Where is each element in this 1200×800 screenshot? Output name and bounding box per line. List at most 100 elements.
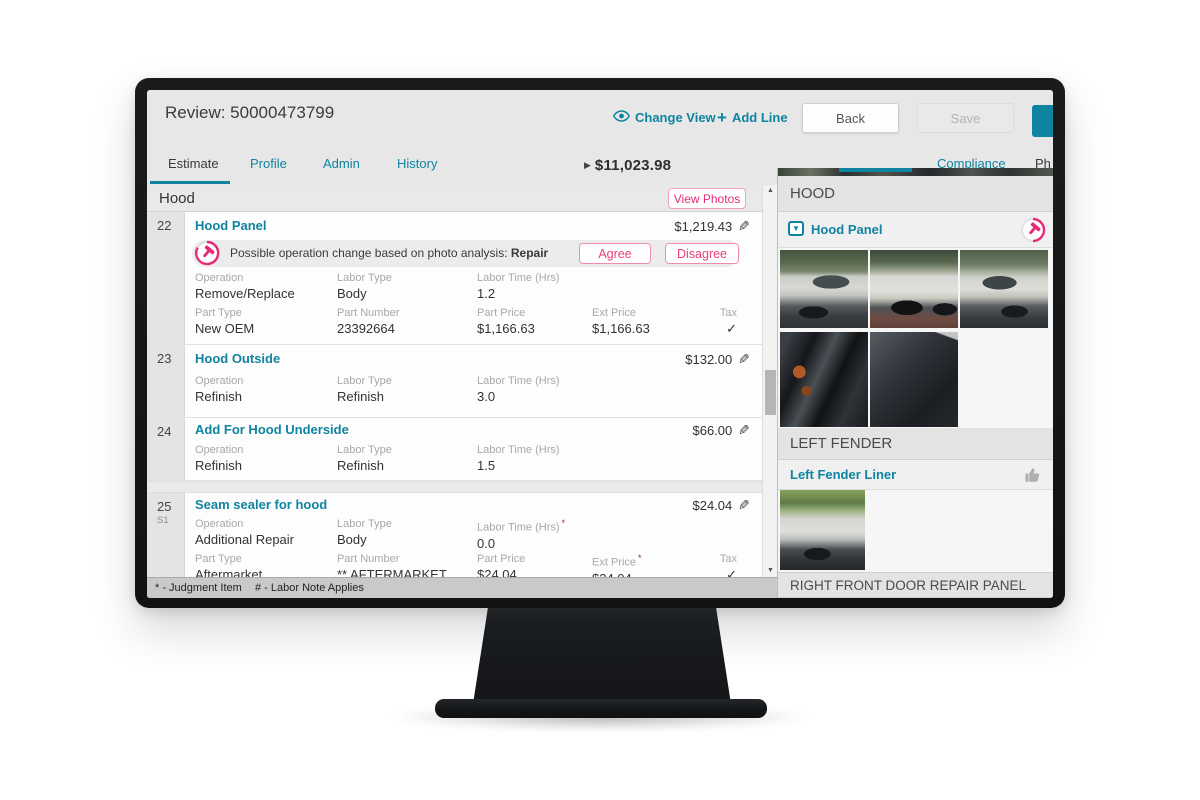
monitor-stand-neck bbox=[473, 604, 731, 704]
field-ext-price: Ext Price $1,166.63 bbox=[592, 307, 650, 336]
total-amount: $11,023.98 bbox=[594, 157, 672, 174]
damage-photo-headlight[interactable] bbox=[780, 332, 868, 427]
field-value: 3.0 bbox=[477, 389, 496, 404]
line-number: 23 bbox=[147, 345, 185, 417]
field-part-type: Part Type New OEM bbox=[195, 307, 254, 336]
tab-profile[interactable]: Profile bbox=[250, 156, 287, 171]
sidebar-section-left-fender: LEFT FENDER bbox=[778, 428, 1053, 460]
field-operation: Operation Refinish bbox=[195, 444, 243, 473]
sidebar-item-left-fender-liner[interactable]: Left Fender Liner bbox=[778, 460, 1053, 490]
cutoff-action-button[interactable] bbox=[1032, 105, 1053, 137]
field-label: Tax bbox=[719, 553, 737, 565]
field-label: Part Type bbox=[195, 307, 242, 319]
tab-compliance[interactable]: Compliance bbox=[937, 156, 1006, 171]
scroll-down-arrow[interactable]: ▼ bbox=[767, 567, 774, 574]
damage-photo-hood-corner[interactable] bbox=[870, 332, 958, 427]
sidebar-tab-indicator bbox=[839, 168, 912, 172]
tab-admin[interactable]: Admin bbox=[323, 156, 360, 171]
line-item-25: 25 S1 Seam sealer for hood $24.04 ✎ Opera… bbox=[147, 493, 762, 586]
line-item-23: 23 Hood Outside $132.00 ✎ Operation Refi… bbox=[147, 345, 762, 418]
judgment-item-legend: * - Judgment Item bbox=[155, 582, 242, 594]
line-price: $66.00 ✎ bbox=[693, 422, 751, 439]
left-fender-liner-link[interactable]: Left Fender Liner bbox=[790, 467, 897, 482]
photo-analysis-icon bbox=[194, 240, 220, 266]
add-line-button[interactable]: + Add Line bbox=[717, 108, 788, 127]
analysis-message: Possible operation change based on photo… bbox=[230, 246, 508, 260]
legend-status-bar: * - Judgment Item # - Labor Note Applies bbox=[147, 577, 777, 598]
tab-estimate[interactable]: Estimate bbox=[168, 156, 219, 171]
field-value: New OEM bbox=[195, 321, 255, 336]
add-line-label: Add Line bbox=[731, 110, 788, 125]
thumbs-up-icon[interactable] bbox=[1024, 466, 1042, 484]
edit-pencil-icon[interactable]: ✎ bbox=[738, 351, 750, 367]
vehicle-photo-side[interactable] bbox=[870, 250, 958, 328]
field-label: Operation bbox=[195, 444, 244, 456]
field-value: $1,166.63 bbox=[592, 321, 650, 336]
line-title-link[interactable]: Add For Hood Underside bbox=[195, 422, 349, 437]
save-button[interactable]: Save bbox=[917, 103, 1014, 133]
field-labor-type: Labor Type Body bbox=[337, 272, 392, 301]
photos-sidebar: HOOD ▼ Hood Panel bbox=[777, 168, 1053, 598]
tab-history[interactable]: History bbox=[397, 156, 438, 171]
field-labor-time: Labor Time (Hrs) 3.0 bbox=[477, 375, 560, 404]
section-title: Hood bbox=[159, 190, 195, 207]
field-value: Additional Repair bbox=[195, 532, 295, 547]
photo-analysis-icon[interactable] bbox=[1020, 217, 1046, 243]
line-number: 25 S1 bbox=[147, 493, 185, 577]
field-value: 1.5 bbox=[477, 458, 496, 473]
change-view-button[interactable]: Change View bbox=[612, 110, 716, 125]
field-label: Tax bbox=[719, 307, 737, 319]
hood-panel-link[interactable]: Hood Panel bbox=[811, 222, 883, 237]
field-tax: Tax ✓ bbox=[665, 307, 737, 337]
tab-photos-cutoff[interactable]: Ph bbox=[1035, 156, 1051, 171]
field-operation: Operation Refinish bbox=[195, 375, 243, 404]
collapse-toggle-icon[interactable]: ▼ bbox=[788, 221, 804, 236]
view-photos-button[interactable]: View Photos bbox=[668, 188, 746, 209]
scrollbar-thumb[interactable] bbox=[765, 370, 776, 415]
vehicle-photo-front-right[interactable] bbox=[960, 250, 1048, 328]
vehicle-photo-left-fender[interactable] bbox=[780, 490, 865, 570]
change-view-label: Change View bbox=[635, 110, 716, 125]
field-label: Part Number bbox=[337, 307, 400, 319]
field-value: Refinish bbox=[337, 458, 384, 473]
section-divider bbox=[147, 481, 762, 493]
line-price: $24.04 ✎ bbox=[693, 497, 751, 514]
field-label: Labor Type bbox=[337, 375, 392, 387]
edit-pencil-icon[interactable]: ✎ bbox=[738, 497, 750, 513]
field-labor-time: Labor Time (Hrs) * 0.0 bbox=[477, 518, 565, 551]
field-label: Operation bbox=[195, 272, 244, 284]
sidebar-item-hood-panel[interactable]: ▼ Hood Panel bbox=[778, 212, 1053, 248]
field-labor-type: Labor Type Body bbox=[337, 518, 392, 547]
photo-analysis-text: Possible operation change based on photo… bbox=[230, 246, 548, 260]
field-label-text: Labor Time (Hrs) bbox=[477, 521, 560, 534]
plus-icon: + bbox=[717, 108, 727, 127]
field-label: Labor Type bbox=[337, 518, 392, 530]
field-labor-time: Labor Time (Hrs) 1.2 bbox=[477, 272, 560, 301]
vehicle-photo-front-left[interactable] bbox=[780, 250, 868, 328]
field-value: 1.2 bbox=[477, 286, 496, 301]
disagree-button[interactable]: Disagree bbox=[665, 243, 739, 264]
field-label: Operation bbox=[195, 375, 244, 387]
monitor-frame: Review: 50000473799 Change View + Add Li… bbox=[135, 78, 1065, 608]
back-button[interactable]: Back bbox=[802, 103, 899, 133]
field-value: Body bbox=[337, 532, 367, 547]
line-number: 24 bbox=[147, 418, 185, 480]
field-value: Remove/Replace bbox=[195, 286, 295, 301]
line-title-link[interactable]: Hood Panel bbox=[195, 218, 267, 233]
field-tax: Tax ✓ bbox=[665, 553, 737, 583]
estimate-total[interactable]: ▶ $11,023.98 bbox=[584, 157, 671, 174]
field-label: Labor Time (Hrs) bbox=[477, 272, 560, 284]
edit-pencil-icon[interactable]: ✎ bbox=[738, 422, 750, 438]
price-value: $132.00 bbox=[685, 352, 733, 367]
vertical-scrollbar[interactable]: ▲ ▼ bbox=[762, 185, 777, 577]
line-title-link[interactable]: Seam sealer for hood bbox=[195, 497, 328, 512]
edit-pencil-icon[interactable]: ✎ bbox=[738, 218, 750, 234]
field-label: Part Type bbox=[195, 553, 242, 565]
field-operation: Operation Remove/Replace bbox=[195, 272, 295, 301]
agree-button[interactable]: Agree bbox=[579, 243, 651, 264]
line-title-link[interactable]: Hood Outside bbox=[195, 351, 281, 366]
judgment-asterisk: * bbox=[561, 518, 566, 528]
estimate-lines-panel: Hood View Photos 22 Hood Panel $1,219.43… bbox=[147, 185, 777, 598]
scroll-up-arrow[interactable]: ▲ bbox=[767, 187, 774, 194]
